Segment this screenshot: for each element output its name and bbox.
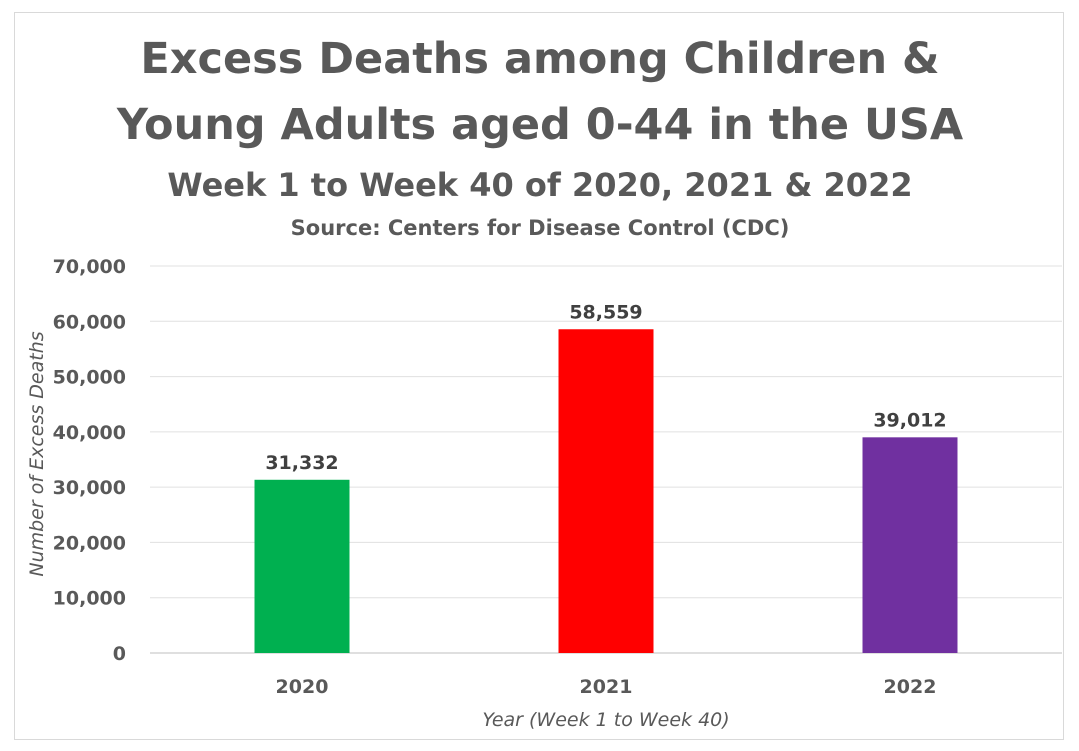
x-axis-label: Year (Week 1 to Week 40) [482,709,729,731]
x-tick-label-2021: 2021 [580,676,633,698]
x-axis-categories: 2020 2021 2022 [276,676,937,698]
bar-2021 [558,329,654,653]
y-tick-label: 70,000 [53,256,126,278]
bar-2020 [254,479,350,653]
bar-chart: Excess Deaths among Children & Young Adu… [26,34,1062,731]
data-label-2022: 39,012 [873,409,946,431]
y-axis-ticks: 0 10,000 20,000 30,000 40,000 50,000 60,000 70,… [53,256,126,665]
data-label-2020: 31,332 [265,452,338,474]
y-tick-label: 50,000 [53,367,126,389]
x-tick-label-2020: 2020 [276,676,329,698]
data-labels: 31,332 58,559 39,012 [265,301,946,474]
data-label-2021: 58,559 [569,301,642,323]
bars [254,329,958,653]
y-axis-label: Number of Excess Deaths [26,331,48,576]
y-tick-label: 10,000 [53,588,126,610]
chart-frame: Excess Deaths among Children & Young Adu… [14,12,1064,740]
chart-subtitle: Week 1 to Week 40 of 2020, 2021 & 2022 [167,166,912,204]
bar-2022 [862,437,958,653]
chart-title-line-1: Excess Deaths among Children & [140,34,939,84]
chart-source: Source: Centers for Disease Control (CDC… [291,216,790,240]
y-tick-label: 0 [113,643,126,665]
y-tick-label: 30,000 [53,477,126,499]
x-tick-label-2022: 2022 [884,676,937,698]
y-tick-label: 20,000 [53,532,126,554]
y-tick-label: 40,000 [53,422,126,444]
chart-title-line-2: Young Adults aged 0-44 in the USA [116,100,964,150]
y-tick-label: 60,000 [53,311,126,333]
